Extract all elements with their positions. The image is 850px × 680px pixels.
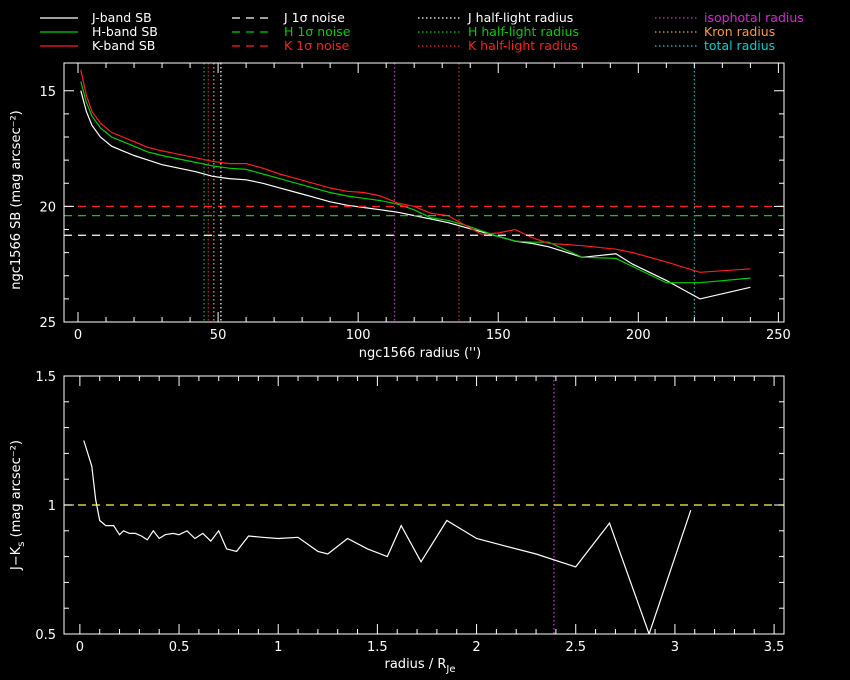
legend-label-0-1: H-band SB: [92, 24, 158, 39]
legend-label-0-0: J-band SB: [91, 10, 152, 25]
color-xtick-label-4: 2: [472, 640, 480, 655]
color-series-0: [83, 440, 692, 634]
sb-xtick-label-5: 250: [766, 328, 791, 343]
color-xtick-label-6: 3: [671, 640, 679, 655]
legend-label-1-2: K 1σ noise: [284, 38, 350, 53]
legend-label-3-0: isophotal radius: [704, 10, 804, 25]
color-profile-plot: 0 0.5 1 1.5 2 2.5 3 3.5 0.5 1 1.5 radius / RJe J−K…: [9, 370, 785, 675]
legend-label-1-1: H 1σ noise: [284, 24, 351, 39]
sb-xtick-label-4: 200: [626, 328, 651, 343]
color-xtick-label-2: 1: [274, 640, 282, 655]
color-xtick-label-7: 3.5: [764, 640, 785, 655]
legend-label-2-0: J half-light radius: [467, 10, 573, 25]
sb-xtick-label-1: 50: [210, 328, 227, 343]
color-xlabel: radius / RJe: [385, 657, 456, 675]
legend-label-2-1: H half-light radius: [468, 24, 579, 39]
color-xlabel-sub: Je: [445, 664, 455, 675]
sb-series-0: [80, 90, 751, 300]
color-ytick-label-2: 1.5: [35, 370, 56, 385]
color-xtick-label-0: 0: [76, 640, 84, 655]
sb-ylabel: ngc1566 SB (mag arcsec⁻²): [9, 110, 24, 289]
color-series-group: [64, 376, 784, 634]
color-ylabel: J−Ks (mag arcsec⁻²): [9, 440, 27, 571]
color-xtick-label-5: 2.5: [565, 640, 586, 655]
sb-ytick-label-1: 20: [39, 200, 56, 215]
color-xtick-label-3: 1.5: [367, 640, 388, 655]
legend-label-2-2: K half-light radius: [468, 38, 578, 53]
color-ytick-label-1: 1: [48, 499, 56, 514]
sb-xlabel: ngc1566 radius (''): [359, 346, 481, 361]
sb-axes: 0 50 100 150 200 250 15 20 25: [39, 62, 791, 343]
legend-label-1-0: J 1σ noise: [283, 10, 345, 25]
sb-series-2: [80, 69, 751, 273]
legend-label-3-2: total radius: [704, 38, 775, 53]
color-ytick-label-0: 0.5: [35, 628, 56, 643]
legend-label-0-2: K-band SB: [92, 38, 155, 53]
sb-ytick-label-2: 25: [39, 316, 56, 331]
sb-xtick-label-2: 100: [346, 328, 371, 343]
legend-label-3-1: Kron radius: [704, 24, 775, 39]
color-frame: [63, 375, 785, 635]
sb-xtick-label-0: 0: [74, 328, 82, 343]
sb-frame: [63, 62, 785, 323]
color-xtick-label-1: 0.5: [169, 640, 190, 655]
sb-series-1: [80, 81, 751, 284]
sb-xtick-label-3: 150: [486, 328, 511, 343]
color-xlabel-main: radius / R: [385, 657, 447, 672]
color-ylabel-unit: (mag arcsec⁻²): [9, 440, 24, 541]
color-ylabel-main: J−K: [9, 546, 24, 571]
sb-profile-plot: 0 50 100 150 200 250 15 20 25 ngc1566 radius (''…: [9, 62, 791, 361]
sb-ytick-label-0: 15: [39, 85, 56, 100]
color-ylabel-sub: s: [16, 541, 27, 546]
color-axes: 0 0.5 1 1.5 2 2.5 3 3.5 0.5 1 1.5: [35, 370, 785, 655]
sb-series-group: [64, 63, 784, 322]
